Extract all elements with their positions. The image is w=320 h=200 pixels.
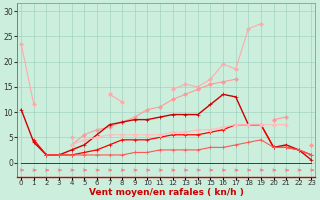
X-axis label: Vent moyen/en rafales ( kn/h ): Vent moyen/en rafales ( kn/h ) — [89, 188, 244, 197]
